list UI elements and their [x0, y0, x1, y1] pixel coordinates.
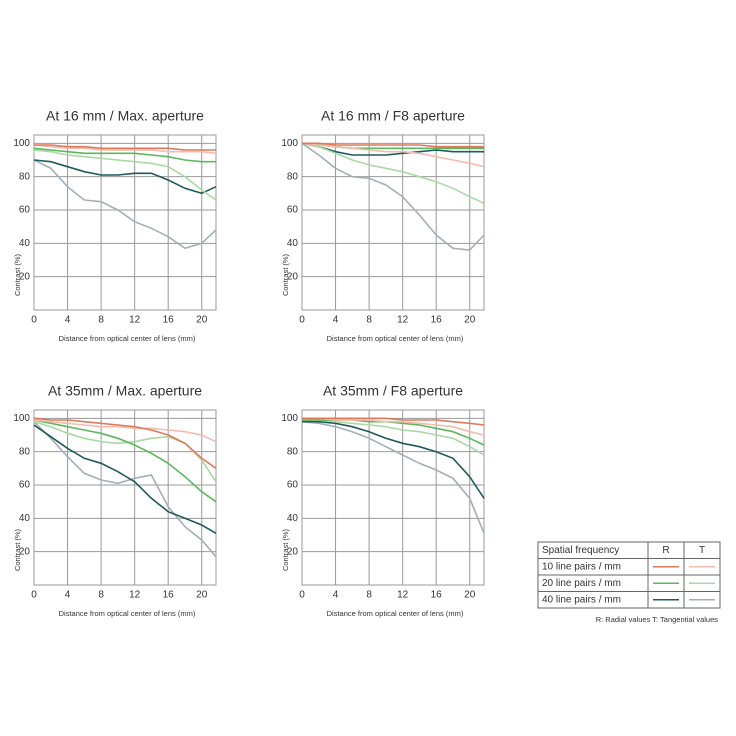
x-tick-label: 8 — [98, 590, 104, 601]
x-tick-label: 4 — [65, 590, 71, 601]
legend-row-label: 10 line pairs / mm — [542, 561, 621, 572]
x-axis-label: Distance from optical center of lens (mm… — [59, 334, 196, 343]
y-tick-label: 20 — [19, 546, 31, 557]
series-line — [302, 419, 485, 456]
series-line — [33, 421, 217, 558]
y-axis-label: Contrast (%) — [13, 528, 22, 571]
y-tick-label: 100 — [281, 138, 298, 149]
legend-row-label: 40 line pairs / mm — [542, 594, 621, 605]
chart: At 35mm / F8 aperture 20 40 60 80 100 0 4 8 12 16 2… — [281, 383, 485, 618]
x-tick-label: 20 — [196, 590, 208, 601]
y-tick-label: 100 — [13, 138, 30, 149]
x-axis-label: Distance from optical center of lens (mm… — [327, 609, 464, 618]
x-tick-label: 12 — [129, 590, 141, 601]
series-line — [33, 417, 217, 469]
y-tick-label: 100 — [13, 413, 30, 424]
y-tick-label: 80 — [19, 446, 31, 457]
series-line — [33, 419, 217, 503]
y-tick-label: 20 — [287, 546, 299, 557]
y-tick-label: 60 — [19, 205, 31, 216]
series-line — [33, 159, 217, 250]
series-line — [33, 144, 217, 155]
plot-frame — [301, 409, 485, 586]
x-tick-label: 12 — [397, 590, 409, 601]
chart: At 16 mm / F8 aperture 20 40 60 80 100 0 4 8 12 16… — [281, 108, 485, 343]
series-line — [33, 419, 217, 443]
x-tick-label: 16 — [431, 315, 443, 326]
x-tick-label: 16 — [163, 590, 175, 601]
x-tick-label: 0 — [31, 590, 37, 601]
series-line — [301, 142, 484, 156]
x-tick-label: 4 — [333, 590, 339, 601]
y-tick-label: 60 — [19, 480, 31, 491]
y-tick-label: 60 — [287, 480, 299, 491]
x-tick-label: 16 — [163, 315, 175, 326]
chart-title: At 35mm / F8 aperture — [323, 383, 463, 399]
chart-title: At 16 mm / Max. aperture — [46, 108, 204, 124]
y-tick-label: 40 — [287, 238, 299, 249]
series-line — [301, 142, 485, 205]
x-tick-label: 0 — [299, 590, 305, 601]
y-tick-label: 40 — [19, 513, 31, 524]
legend-header: Spatial frequency — [542, 545, 619, 556]
y-tick-label: 100 — [281, 413, 298, 424]
y-tick-label: 80 — [19, 171, 31, 182]
series-line — [33, 149, 217, 201]
x-tick-label: 0 — [31, 315, 37, 326]
legend-note: R: Radial values T: Tangential values — [596, 615, 719, 624]
series-line — [301, 420, 485, 534]
chart: At 16 mm / Max. aperture 20 40 60 80 100 0 4 8 12… — [13, 108, 217, 343]
x-axis-label: Distance from optical center of lens (mm… — [327, 334, 464, 343]
y-tick-label: 40 — [287, 513, 299, 524]
x-tick-label: 12 — [397, 315, 409, 326]
series-line — [33, 424, 217, 534]
x-tick-label: 16 — [431, 590, 443, 601]
x-axis-label: Distance from optical center of lens (mm… — [59, 609, 196, 618]
series-line — [302, 420, 485, 499]
series-line — [301, 142, 485, 251]
chart-title: At 16 mm / F8 aperture — [321, 108, 465, 124]
legend-header: R — [662, 545, 669, 556]
x-tick-label: 4 — [333, 315, 339, 326]
x-tick-label: 8 — [366, 315, 372, 326]
plot-frame — [33, 409, 217, 586]
series-line — [34, 144, 216, 151]
y-axis-label: Contrast (%) — [281, 528, 290, 571]
y-tick-label: 60 — [287, 205, 299, 216]
legend-table: Spatial frequency R T 10 line pairs / mm 20 … — [537, 541, 721, 624]
legend-row-label: 20 line pairs / mm — [542, 578, 621, 589]
x-tick-label: 0 — [299, 315, 305, 326]
y-tick-label: 80 — [287, 446, 299, 457]
y-tick-label: 40 — [19, 238, 31, 249]
chart: At 35mm / Max. aperture 20 40 60 80 100 0 4 8 12 1… — [13, 383, 217, 618]
series-line — [33, 147, 216, 163]
y-tick-label: 20 — [287, 271, 299, 282]
x-tick-label: 12 — [129, 315, 141, 326]
series-line — [302, 417, 485, 426]
series-line — [301, 142, 485, 168]
x-tick-label: 8 — [366, 590, 372, 601]
series-line — [302, 417, 485, 436]
y-tick-label: 80 — [287, 171, 299, 182]
chart-title: At 35mm / Max. aperture — [48, 383, 202, 399]
x-tick-label: 20 — [196, 315, 208, 326]
y-tick-label: 20 — [19, 271, 31, 282]
series-line — [302, 142, 484, 148]
series-line — [33, 159, 217, 195]
x-tick-label: 8 — [98, 315, 104, 326]
x-tick-label: 4 — [65, 315, 71, 326]
legend-header: T — [699, 545, 705, 556]
x-tick-label: 20 — [464, 590, 476, 601]
x-tick-label: 20 — [464, 315, 476, 326]
y-axis-label: Contrast (%) — [13, 253, 22, 296]
y-axis-label: Contrast (%) — [281, 253, 290, 296]
